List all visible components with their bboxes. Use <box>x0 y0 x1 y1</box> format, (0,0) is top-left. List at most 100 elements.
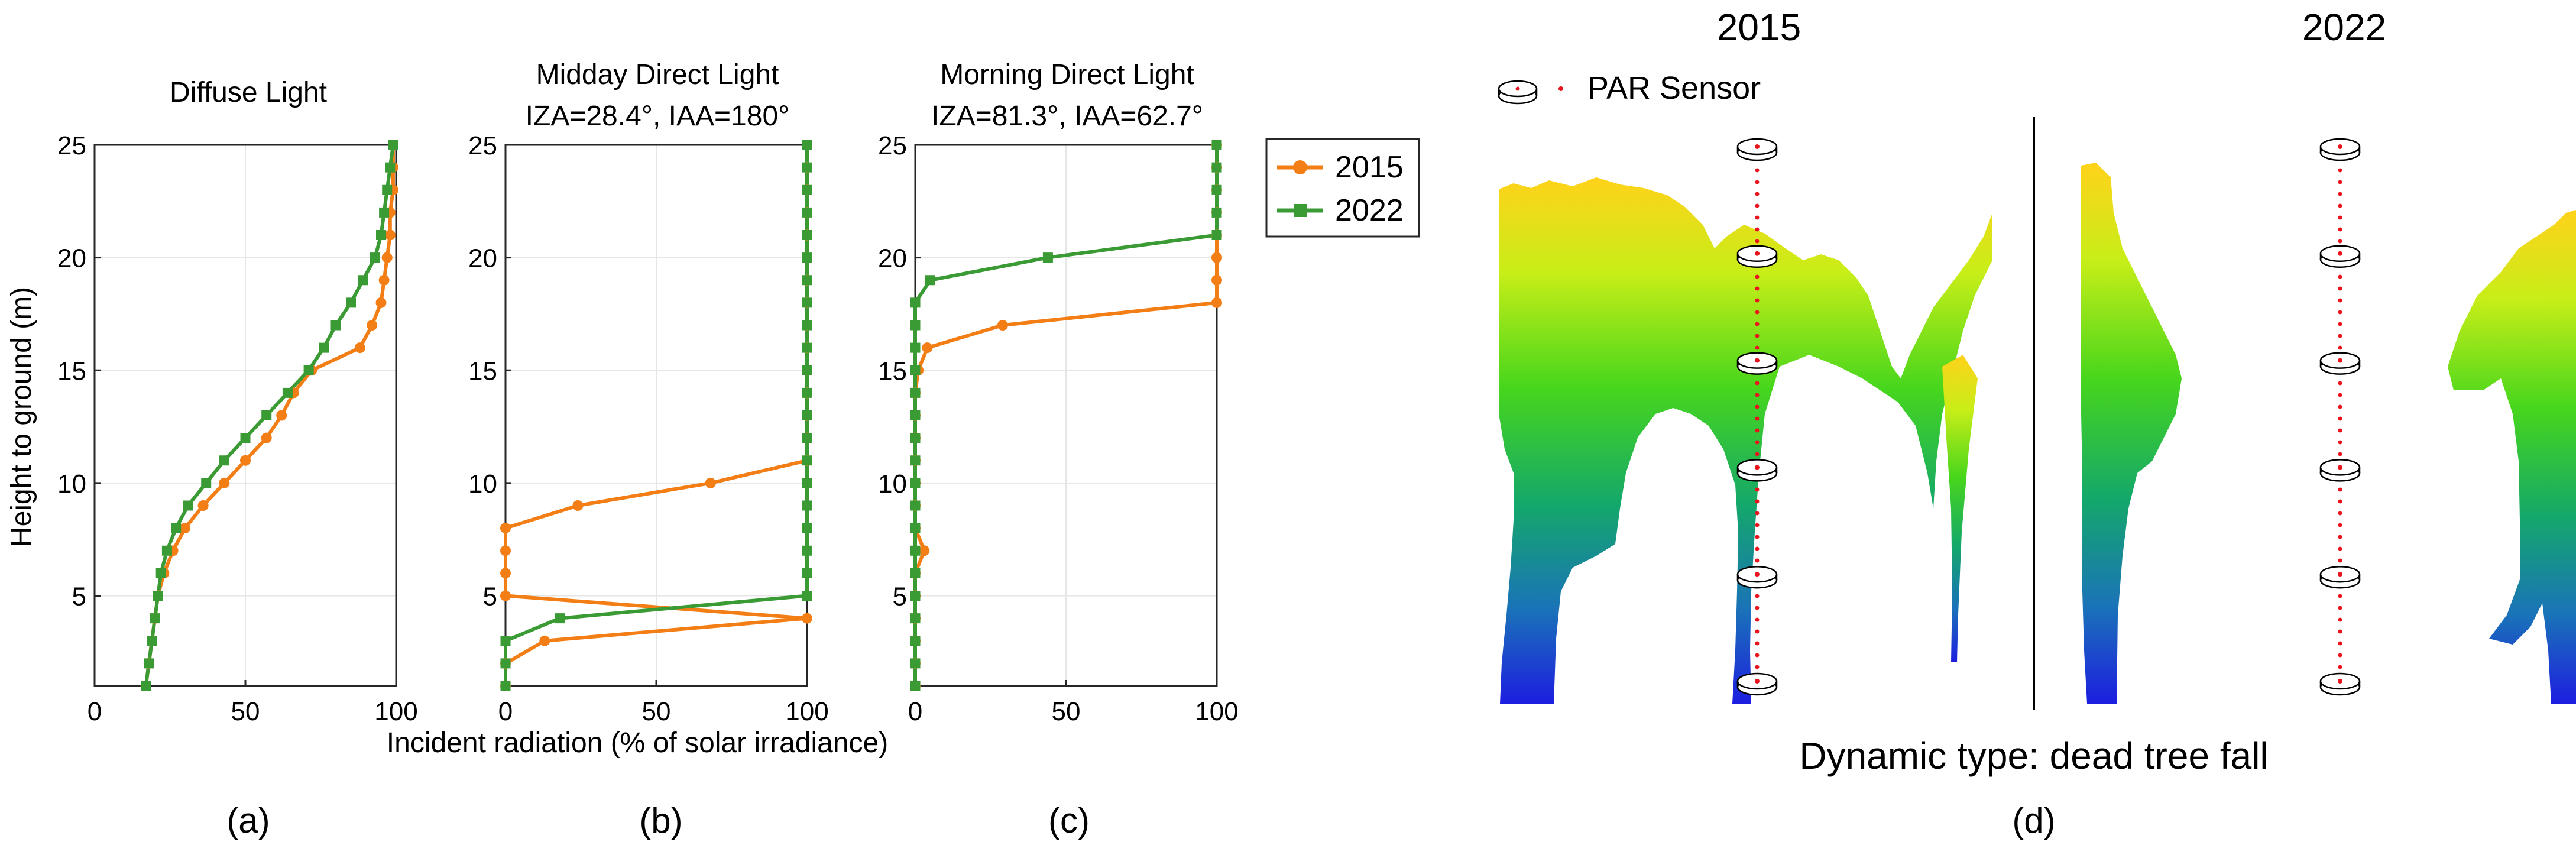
panel-b-point-2015-8 <box>572 500 584 511</box>
panel-c-point-2022-20 <box>1211 230 1222 240</box>
panel-b-point-2022-7 <box>802 523 812 533</box>
panel-c-point-2022-0 <box>910 681 921 691</box>
panel-c-point-2022-22 <box>1211 184 1222 195</box>
panel-a-title: Diffuse Light <box>170 77 327 108</box>
legend-label-2015: 2015 <box>1335 150 1404 184</box>
panel-b-point-2022-13 <box>802 387 812 398</box>
sensor-line-dot-2022 <box>2338 416 2342 421</box>
panel-b-point-2022-23 <box>802 162 812 173</box>
panel-c-point-2022-23 <box>1211 162 1222 173</box>
panel-c-xtick-label-0: 0 <box>908 697 922 726</box>
panel-c-point-2022-9 <box>910 478 921 488</box>
panel-b-point-2022-22 <box>802 184 812 195</box>
tree-scene-2022 <box>2081 163 2576 704</box>
panel-c-point-2022-7 <box>910 523 921 533</box>
panel-c-ytick-label-3: 20 <box>878 244 907 273</box>
panel-b-ticks: 0 50 100 5 10 15 20 25 <box>468 131 829 726</box>
panel-a-ytick-label-1: 10 <box>57 470 86 498</box>
panel-c-morning-direct-light: Morning Direct Light IZA=81.3°, IAA=62.7… <box>878 59 1239 840</box>
sensor-line-dot-2015 <box>1755 487 1760 492</box>
legend-marker-2022 <box>1294 204 1307 217</box>
panel-a-point-2022-2 <box>147 636 157 646</box>
panel-a-point-2022-22 <box>382 184 393 195</box>
panel-a-point-2022-21 <box>379 207 390 218</box>
sensor-line-dot-2022 <box>2338 452 2342 456</box>
sensor-line-dot-2015 <box>1755 629 1760 634</box>
par-sensor-2022-3 <box>2319 352 2361 375</box>
panel-a-point-2022-11 <box>240 433 251 443</box>
sensor-line-dot-2015 <box>1755 334 1760 338</box>
panel-a-point-2015-20 <box>384 229 396 241</box>
panel-c-xtick-label-1: 50 <box>1052 697 1081 726</box>
panel-c-ytick-label-2: 15 <box>878 357 907 386</box>
sensor-line-dot-2015 <box>1755 440 1760 445</box>
sensor-line-dot-2022 <box>2338 239 2342 244</box>
panel-b-ytick-label-0: 5 <box>483 582 497 611</box>
sensor-line-dot-2015 <box>1755 215 1760 220</box>
sensor-line-dot-2022 <box>2338 203 2342 208</box>
panel-c-subtitle: IZA=81.3°, IAA=62.7° <box>931 101 1203 132</box>
panel-a-point-2022-9 <box>201 478 212 488</box>
sensor-line-dot-2015 <box>1755 511 1760 516</box>
panel-b-point-2015-5 <box>500 568 511 579</box>
panel-a-xtick-label-1: 50 <box>231 697 260 726</box>
panel-b-point-2022-21 <box>802 207 812 218</box>
panel-c-point-2022-16 <box>910 320 921 331</box>
par-sensor-2015-1 <box>1736 138 1778 161</box>
par-sensor-2022-5 <box>2319 565 2361 589</box>
panel-a-xtick-label-2: 100 <box>374 697 417 726</box>
panel-b-ytick-label-3: 20 <box>468 244 497 273</box>
panel-c-point-2022-21 <box>1211 207 1222 218</box>
sensor-line-dot-2022 <box>2338 617 2342 622</box>
panel-b-grid <box>505 144 808 686</box>
panel-b-point-2022-17 <box>802 297 812 308</box>
panel-a-xtick-label-0: 0 <box>88 697 102 726</box>
panel-a-point-2022-8 <box>183 500 193 511</box>
par-sensor-2015-5 <box>1736 565 1778 589</box>
panel-a-point-2022-14 <box>303 365 314 375</box>
panel-b-ytick-label-2: 15 <box>468 357 497 386</box>
panel-b-point-2022-0 <box>500 681 511 691</box>
panel-a-ytick-label-2: 15 <box>57 357 86 386</box>
panel-c-ytick-label-4: 25 <box>878 131 907 160</box>
panel-c-letter: (c) <box>1048 801 1090 840</box>
panel-b-point-2015-4 <box>500 590 511 601</box>
panel-d-year-2015: 2015 <box>1717 6 1801 48</box>
panel-a-point-2022-13 <box>282 387 293 398</box>
panel-c-ytick-label-1: 10 <box>878 470 907 498</box>
sensor-line-dot-2022 <box>2338 322 2342 326</box>
panel-b-xtick-label-1: 50 <box>642 697 671 726</box>
sensor-line-dot-2022 <box>2338 428 2342 433</box>
panel-b-point-2022-4 <box>802 591 812 601</box>
panel-b-xtick-label-2: 100 <box>785 697 828 726</box>
panel-a-point-2022-15 <box>319 342 329 353</box>
panel-b-point-2022-5 <box>802 568 812 578</box>
sensor-line-dot-2022 <box>2338 381 2342 386</box>
sensor-line-dot-2022 <box>2338 180 2342 184</box>
panel-c-point-2022-18 <box>925 275 935 286</box>
sensor-line-dot-2015 <box>1755 310 1760 315</box>
sensor-line-dot-2022 <box>2338 227 2342 232</box>
sensor-line-dot-2022 <box>2338 274 2342 279</box>
panel-c-point-2022-15 <box>910 342 921 353</box>
par-sensor-legend-dot <box>1558 86 1563 91</box>
sensor-line-dot-2015 <box>1755 227 1760 232</box>
sensor-line-dot-2022 <box>2338 641 2342 646</box>
panel-c-point-2015-6 <box>919 545 930 556</box>
panel-d-point-cloud: 2015 2022 PAR Sensor Dynamic type: dead … <box>1498 6 2576 840</box>
sensor-line-dot-2015 <box>1755 546 1760 551</box>
sensor-line-dot-2022 <box>2338 523 2342 527</box>
legend-box <box>1265 138 1420 238</box>
sensor-line-dot-2015 <box>1755 393 1760 397</box>
panel-b-point-2022-6 <box>802 545 812 556</box>
panel-a-point-2022-0 <box>141 681 151 691</box>
panel-c-point-2022-5 <box>910 568 921 578</box>
panel-c-point-2022-1 <box>910 658 921 669</box>
sensor-line-dot-2022 <box>2338 334 2342 338</box>
panel-b-point-2022-18 <box>802 275 812 286</box>
sensor-line-dot-2022 <box>2338 168 2342 173</box>
panel-a-point-2022-6 <box>161 545 172 556</box>
panel-a-point-2022-16 <box>330 320 341 331</box>
panel-c-point-2022-2 <box>910 636 921 646</box>
